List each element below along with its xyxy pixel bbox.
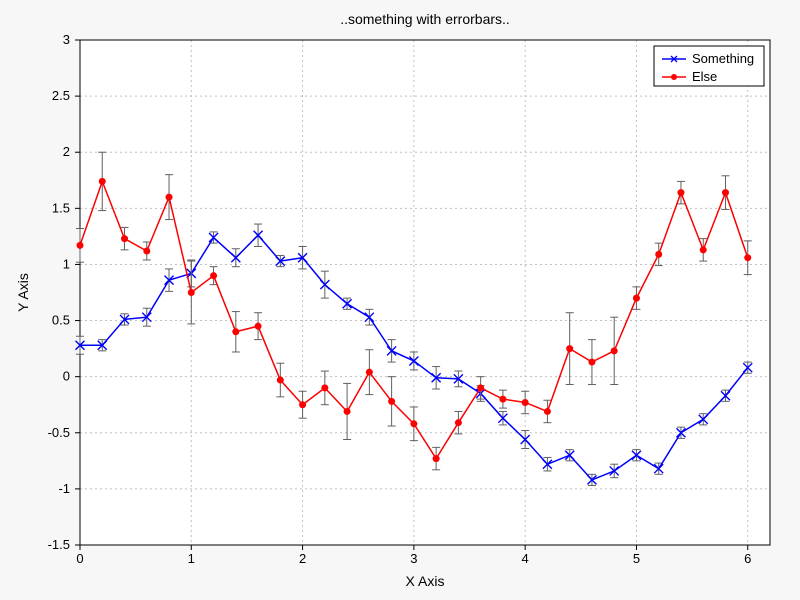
svg-text:1.5: 1.5 [52,200,70,215]
svg-text:3: 3 [410,551,417,566]
svg-text:3: 3 [63,32,70,47]
x-axis-label: X Axis [406,573,445,589]
errorbar-chart: 0 1 2 3 4 5 6 -1.5 -1 -0.5 0 0.5 1 1.5 2 2.5 3 ..somethin… [0,0,800,600]
svg-text:-1: -1 [58,481,70,496]
svg-text:1: 1 [63,256,70,271]
svg-text:2: 2 [299,551,306,566]
svg-text:6: 6 [744,551,751,566]
svg-text:-0.5: -0.5 [48,425,70,440]
svg-text:4: 4 [522,551,529,566]
svg-text:0: 0 [76,551,83,566]
legend-label: Something [692,51,754,66]
svg-text:0.5: 0.5 [52,313,70,328]
legend-label: Else [692,69,717,84]
svg-text:0: 0 [63,369,70,384]
svg-text:2.5: 2.5 [52,88,70,103]
plot-area [80,40,770,545]
svg-text:-1.5: -1.5 [48,537,70,552]
legend: Something Else [654,46,764,86]
svg-text:2: 2 [63,144,70,159]
svg-text:5: 5 [633,551,640,566]
chart-title: ..something with errorbars.. [340,11,510,27]
svg-text:1: 1 [188,551,195,566]
y-axis-label: Y Axis [15,273,31,312]
